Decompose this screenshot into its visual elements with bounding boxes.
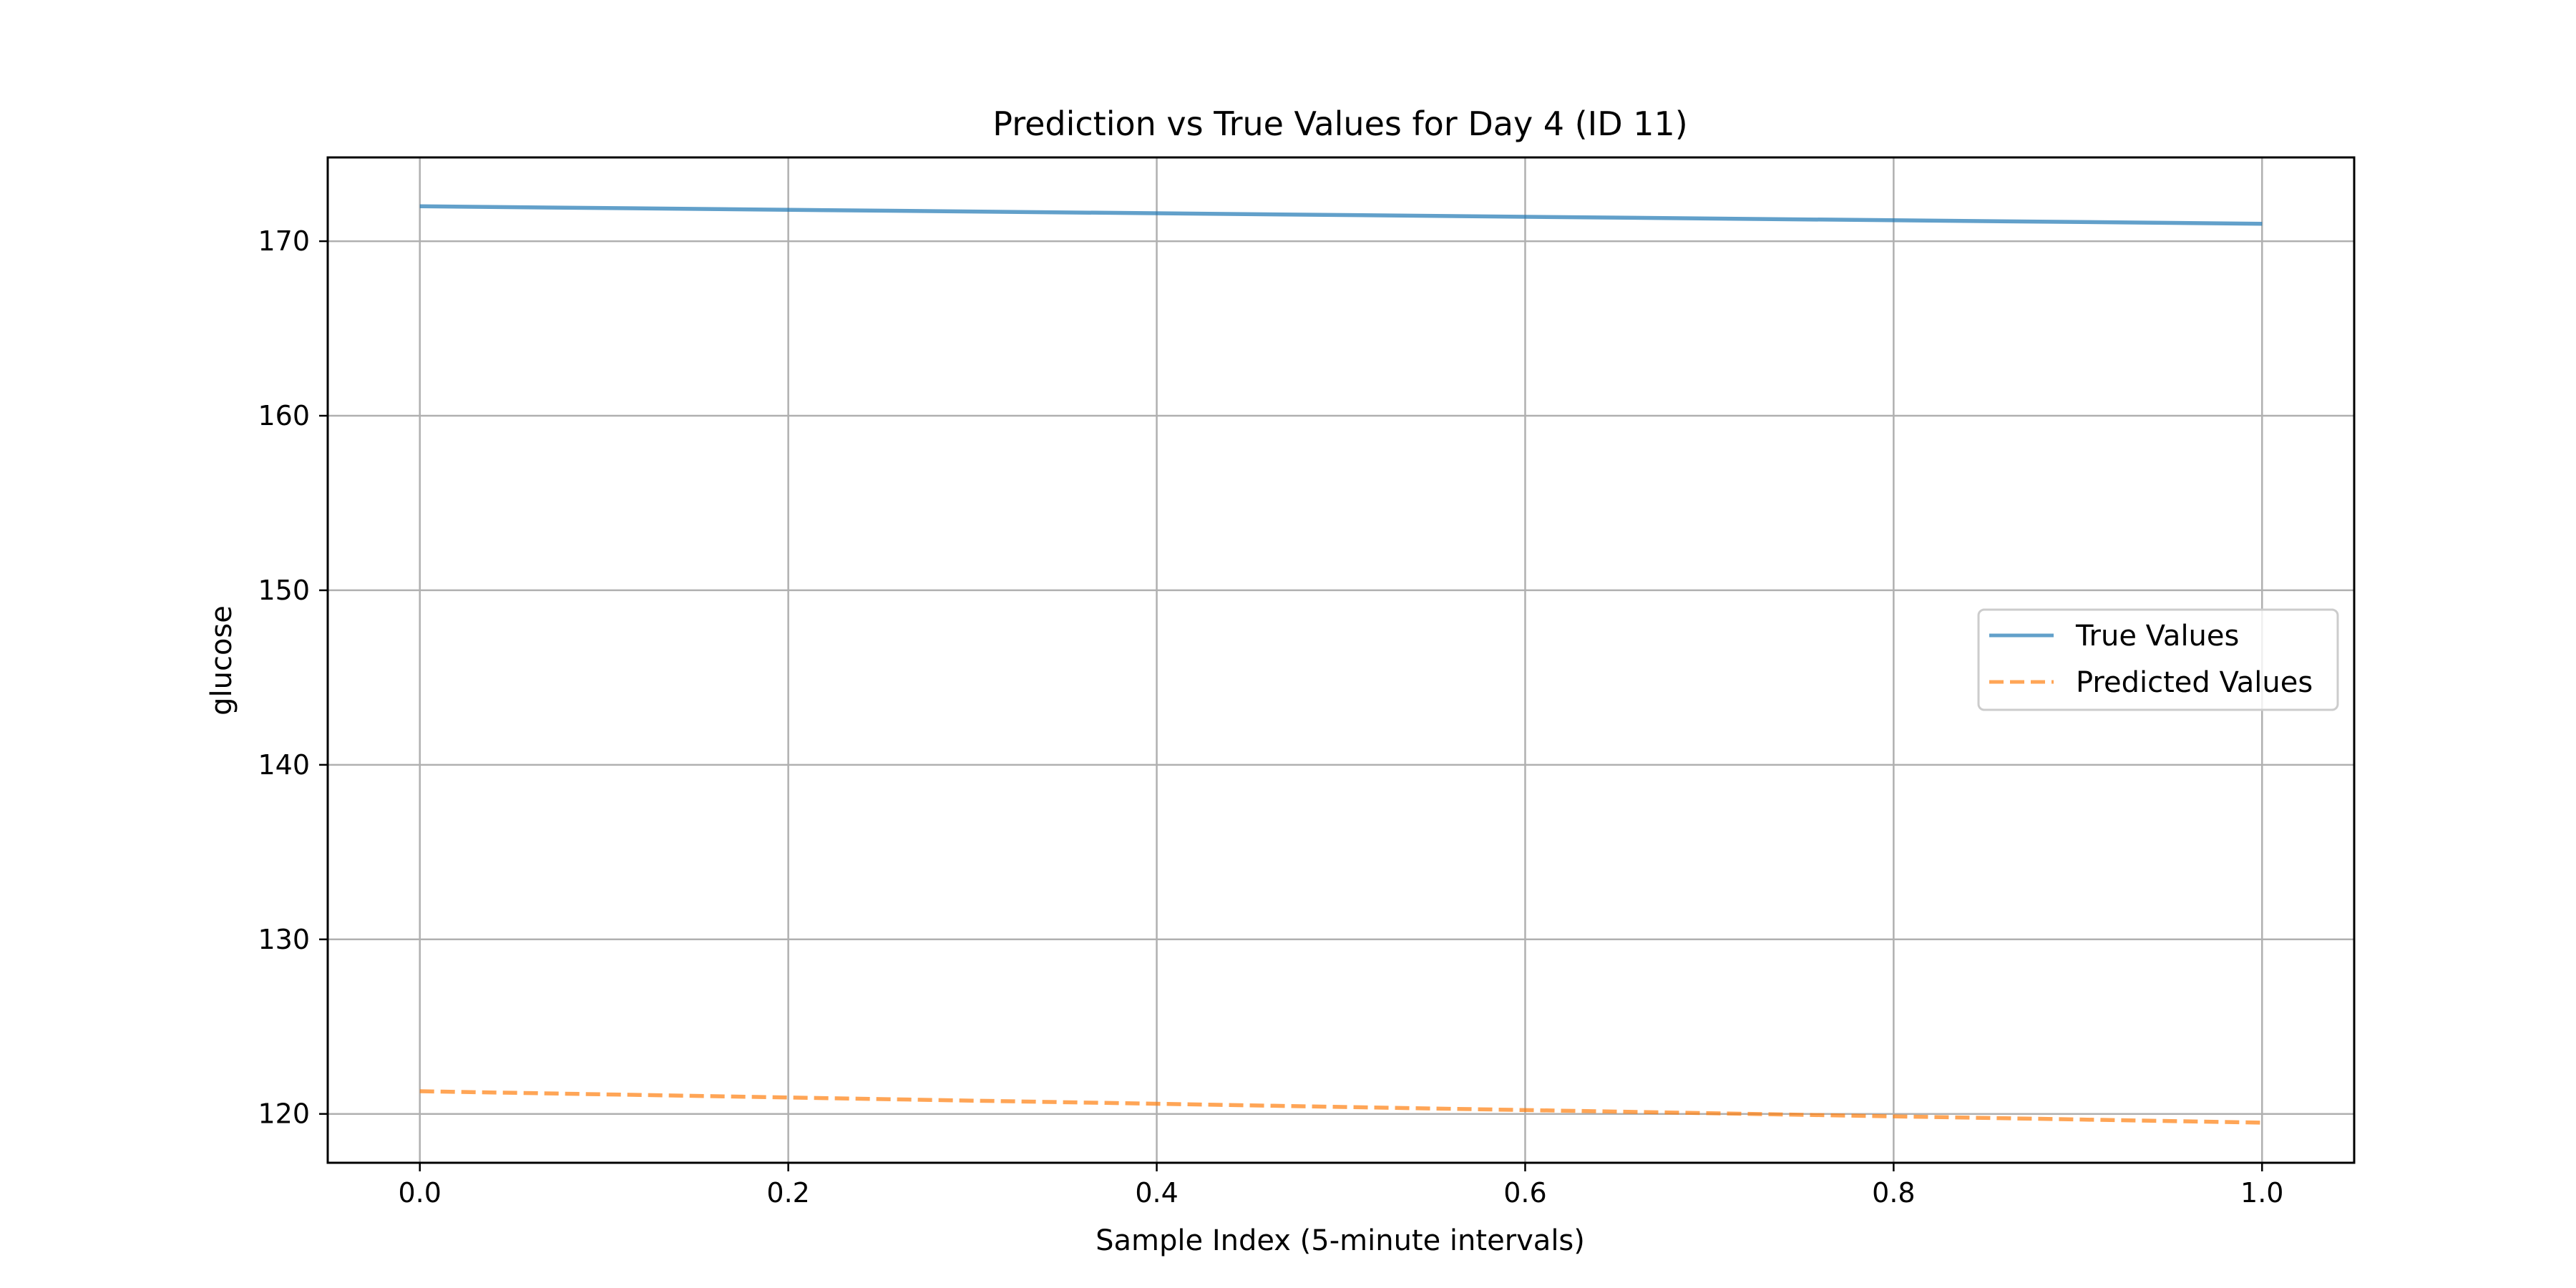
x-tick-label: 0.0 [399,1177,441,1209]
y-tick-label: 170 [258,225,310,257]
plot-area-frame [326,156,2356,1164]
legend-label-true-values: True Values [2075,620,2239,653]
y-tick-label: 120 [258,1098,310,1130]
y-tick-label: 150 [258,575,310,606]
grid-lines [328,157,2354,1163]
x-tick-label: 0.6 [1503,1177,1546,1209]
y-tick-label: 160 [258,400,310,431]
series-line-predicted-values [419,1089,2263,1125]
x-tick-label: 0.2 [766,1177,809,1209]
y-axis-title: glucose [205,605,238,716]
y-tick-label: 130 [258,924,310,955]
series-line-true-values [419,204,2263,226]
x-axis-title: Sample Index (5-minute intervals) [1096,1224,1585,1257]
x-tick-label: 0.4 [1135,1177,1178,1209]
legend: True Values Predicted Values [1977,608,2339,711]
axis-ticks: 0.0 0.2 0.4 0.6 0.8 1.0 120 130 140 150 160 170 [258,225,2283,1209]
y-tick-label: 140 [258,749,310,781]
chart-title: Prediction vs True Values for Day 4 (ID … [992,104,1687,143]
legend-box [1977,608,2339,711]
x-tick-label: 1.0 [2240,1177,2283,1209]
legend-label-predicted-values: Predicted Values [2076,666,2313,699]
series-lines [419,204,2263,1125]
x-tick-label: 0.8 [1872,1177,1915,1209]
